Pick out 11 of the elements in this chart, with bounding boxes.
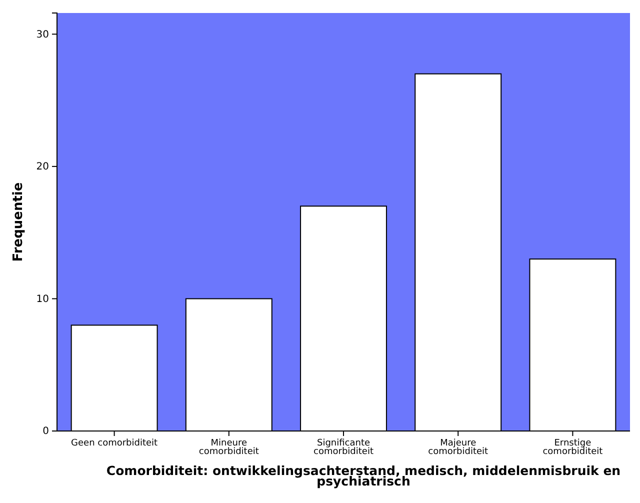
- x-tick-label: Ernstige comorbiditeit: [542, 438, 604, 457]
- x-tick-label: Majeure comorbiditeit: [428, 438, 489, 457]
- x-tick-label: Mineure comorbiditeit: [198, 438, 260, 457]
- y-tick-label: 30: [36, 29, 49, 40]
- y-tick-label: 0: [42, 426, 49, 438]
- x-tick-label: Significante comorbiditeit: [314, 438, 374, 457]
- y-axis-title: Frequentie: [11, 182, 26, 262]
- x-tick-label: Geen comorbiditeit: [71, 438, 158, 448]
- y-tick-label: 20: [36, 162, 49, 173]
- x-axis-title: Comorbiditeit: ontwikkelingsachterstand, medisch, middelenmisbruik en psychiatrisch: [106, 462, 621, 488]
- y-tick-label: 10: [36, 294, 49, 305]
